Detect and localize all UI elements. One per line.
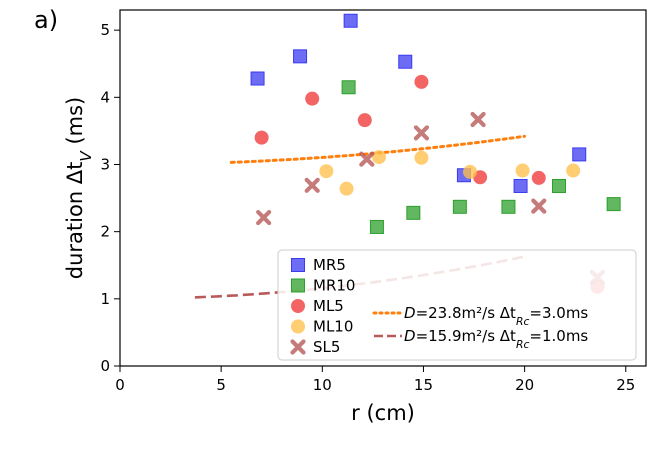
y-tick-label: 3: [100, 155, 110, 173]
point-ml10: [462, 164, 477, 179]
point-ml10: [319, 164, 334, 179]
legend-label-ml5: ML5: [313, 297, 344, 315]
data-points: [250, 13, 621, 294]
point-mr10: [369, 219, 384, 234]
point-mr5: [293, 49, 308, 64]
point-mr5: [513, 178, 528, 193]
point-sl5: [470, 111, 486, 128]
y-tick-label: 1: [100, 290, 110, 308]
legend-marker-mr10: [291, 278, 305, 293]
x-tick-label: 0: [115, 376, 125, 394]
legend-label-sl5: SL5: [313, 338, 340, 356]
x-tick-label: 20: [515, 376, 534, 394]
point-mr10: [406, 205, 421, 220]
x-tick-label: 15: [414, 376, 433, 394]
y-tick-label: 5: [100, 21, 110, 39]
point-mr10: [341, 80, 356, 95]
legend: MR5 MR10 ML5 ML10 SL5 D=23.8m²/s ΔtRc​=3.0msD…: [277, 249, 637, 361]
legend-box: [277, 249, 637, 361]
point-sl5: [359, 151, 375, 167]
point-sl5: [304, 177, 320, 193]
point-ml10: [339, 181, 354, 196]
point-sl5: [256, 209, 272, 226]
x-tick-label: 25: [616, 376, 635, 394]
point-sl5: [531, 198, 547, 214]
y-tick-label: 2: [100, 223, 110, 241]
point-mr10: [552, 178, 567, 193]
point-mr10: [606, 197, 621, 212]
point-ml5: [357, 113, 372, 128]
point-mr10: [452, 199, 467, 214]
point-mr10: [501, 199, 516, 214]
point-ml10: [515, 163, 530, 178]
point-ml5: [305, 91, 320, 106]
point-ml10: [566, 163, 581, 178]
point-mr5: [343, 13, 358, 28]
y-tick-label: 4: [100, 88, 110, 106]
point-ml5: [254, 130, 269, 145]
x-axis: 0 5 10 15 20 25: [115, 366, 635, 394]
x-axis-label: r (cm): [351, 401, 415, 425]
point-sl5: [413, 125, 430, 141]
point-ml10: [414, 150, 429, 165]
point-ml10: [371, 150, 386, 165]
point-mr5: [398, 54, 413, 69]
point-mr5: [572, 147, 587, 162]
plot-frame: [119, 9, 647, 367]
legend-marker-mr5: [291, 258, 305, 272]
y-axis-label: duration ΔtV​ (ms): [63, 97, 95, 279]
x-tick-label: 5: [216, 376, 226, 394]
y-axis: 0 1 2 3 4 5: [100, 21, 120, 375]
point-mr5: [250, 71, 265, 86]
point-ml5: [531, 170, 546, 185]
y-tick-label: 0: [100, 357, 110, 375]
panel-label: a): [34, 6, 58, 34]
x-tick-label: 10: [313, 376, 332, 394]
legend-label-ml10: ML10: [313, 318, 353, 336]
legend-marker-ml10: [291, 319, 305, 334]
legend-marker-ml5: [291, 299, 305, 313]
legend-fit-label-2: D=15.9m²/s ΔtRc​=1.0ms: [404, 327, 588, 351]
legend-marker-sl5: [290, 339, 306, 355]
legend-label-mr5: MR5: [313, 256, 346, 274]
legend-fit-label-1: D=23.8m²/s ΔtRc​=3.0ms: [404, 304, 588, 328]
point-ml5: [414, 74, 429, 89]
legend-label-mr10: MR10: [313, 277, 355, 295]
